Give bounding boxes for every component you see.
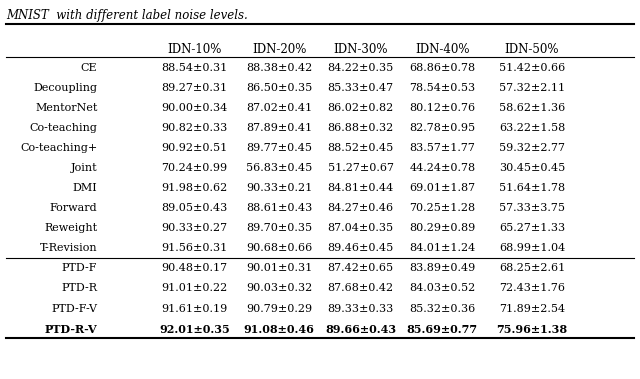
Text: Co-teaching: Co-teaching	[29, 123, 97, 133]
Text: 91.01±0.22: 91.01±0.22	[161, 283, 228, 293]
Text: 88.38±0.42: 88.38±0.42	[246, 63, 312, 73]
Text: 71.89±2.54: 71.89±2.54	[499, 304, 565, 313]
Text: 59.32±2.77: 59.32±2.77	[499, 143, 565, 153]
Text: 90.68±0.66: 90.68±0.66	[246, 243, 312, 253]
Text: 90.48±0.17: 90.48±0.17	[161, 263, 228, 273]
Text: 89.70±0.35: 89.70±0.35	[246, 223, 312, 233]
Text: 91.61±0.19: 91.61±0.19	[161, 304, 228, 313]
Text: 92.01±0.35: 92.01±0.35	[159, 324, 230, 335]
Text: 89.33±0.33: 89.33±0.33	[328, 304, 394, 313]
Text: 88.54±0.31: 88.54±0.31	[161, 63, 228, 73]
Text: 89.05±0.43: 89.05±0.43	[161, 203, 228, 213]
Text: 83.57±1.77: 83.57±1.77	[410, 143, 476, 153]
Text: 84.01±1.24: 84.01±1.24	[409, 243, 476, 253]
Text: 68.86±0.78: 68.86±0.78	[409, 63, 476, 73]
Text: 90.33±0.21: 90.33±0.21	[246, 183, 312, 193]
Text: 30.45±0.45: 30.45±0.45	[499, 163, 565, 173]
Text: T-Revision: T-Revision	[40, 243, 97, 253]
Text: 91.56±0.31: 91.56±0.31	[161, 243, 228, 253]
Text: IDN-10%: IDN-10%	[168, 43, 221, 56]
Text: 85.69±0.77: 85.69±0.77	[407, 324, 478, 335]
Text: 87.04±0.35: 87.04±0.35	[328, 223, 394, 233]
Text: 89.66±0.43: 89.66±0.43	[325, 324, 396, 335]
Text: 51.42±0.66: 51.42±0.66	[499, 63, 565, 73]
Text: Forward: Forward	[50, 203, 97, 213]
Text: 56.83±0.45: 56.83±0.45	[246, 163, 312, 173]
Text: 51.27±0.67: 51.27±0.67	[328, 163, 394, 173]
Text: 75.96±1.38: 75.96±1.38	[497, 324, 568, 335]
Text: IDN-40%: IDN-40%	[415, 43, 470, 56]
Text: 65.27±1.33: 65.27±1.33	[499, 223, 565, 233]
Text: 70.25±1.28: 70.25±1.28	[409, 203, 476, 213]
Text: 83.89±0.49: 83.89±0.49	[409, 263, 476, 273]
Text: 84.81±0.44: 84.81±0.44	[328, 183, 394, 193]
Text: 86.88±0.32: 86.88±0.32	[328, 123, 394, 133]
Text: 84.22±0.35: 84.22±0.35	[328, 63, 394, 73]
Text: 90.82±0.33: 90.82±0.33	[161, 123, 228, 133]
Text: DMI: DMI	[72, 183, 97, 193]
Text: 80.29±0.89: 80.29±0.89	[409, 223, 476, 233]
Text: 90.79±0.29: 90.79±0.29	[246, 304, 312, 313]
Text: 86.02±0.82: 86.02±0.82	[328, 103, 394, 113]
Text: 69.01±1.87: 69.01±1.87	[409, 183, 476, 193]
Text: 44.24±0.78: 44.24±0.78	[409, 163, 476, 173]
Text: PTD-F: PTD-F	[62, 263, 97, 273]
Text: 86.50±0.35: 86.50±0.35	[246, 83, 312, 93]
Text: CE: CE	[81, 63, 97, 73]
Text: 90.00±0.34: 90.00±0.34	[161, 103, 228, 113]
Text: 57.32±2.11: 57.32±2.11	[499, 83, 565, 93]
Text: 88.52±0.45: 88.52±0.45	[328, 143, 394, 153]
Text: 84.27±0.46: 84.27±0.46	[328, 203, 394, 213]
Text: MNIST  with different label noise levels.: MNIST with different label noise levels.	[6, 9, 248, 22]
Text: 89.27±0.31: 89.27±0.31	[161, 83, 228, 93]
Text: 87.42±0.65: 87.42±0.65	[328, 263, 394, 273]
Text: 90.01±0.31: 90.01±0.31	[246, 263, 312, 273]
Text: 80.12±0.76: 80.12±0.76	[409, 103, 476, 113]
Text: 84.03±0.52: 84.03±0.52	[409, 283, 476, 293]
Text: IDN-50%: IDN-50%	[505, 43, 559, 56]
Text: PTD-R: PTD-R	[61, 283, 97, 293]
Text: 85.32±0.36: 85.32±0.36	[409, 304, 476, 313]
Text: 58.62±1.36: 58.62±1.36	[499, 103, 565, 113]
Text: 87.68±0.42: 87.68±0.42	[328, 283, 394, 293]
Text: PTD-F-V: PTD-F-V	[51, 304, 97, 313]
Text: 70.24±0.99: 70.24±0.99	[161, 163, 228, 173]
Text: Joint: Joint	[70, 163, 97, 173]
Text: 90.03±0.32: 90.03±0.32	[246, 283, 312, 293]
Text: Co-teaching+: Co-teaching+	[20, 143, 97, 153]
Text: 57.33±3.75: 57.33±3.75	[499, 203, 565, 213]
Text: 72.43±1.76: 72.43±1.76	[499, 283, 565, 293]
Text: Reweight: Reweight	[44, 223, 97, 233]
Text: 89.46±0.45: 89.46±0.45	[328, 243, 394, 253]
Text: 63.22±1.58: 63.22±1.58	[499, 123, 565, 133]
Text: 90.33±0.27: 90.33±0.27	[161, 223, 228, 233]
Text: IDN-20%: IDN-20%	[252, 43, 307, 56]
Text: 78.54±0.53: 78.54±0.53	[409, 83, 476, 93]
Text: Decoupling: Decoupling	[33, 83, 97, 93]
Text: 90.92±0.51: 90.92±0.51	[161, 143, 228, 153]
Text: 82.78±0.95: 82.78±0.95	[409, 123, 476, 133]
Text: 68.99±1.04: 68.99±1.04	[499, 243, 565, 253]
Text: 89.77±0.45: 89.77±0.45	[246, 143, 312, 153]
Text: 88.61±0.43: 88.61±0.43	[246, 203, 312, 213]
Text: IDN-30%: IDN-30%	[333, 43, 388, 56]
Text: 87.89±0.41: 87.89±0.41	[246, 123, 312, 133]
Text: MentorNet: MentorNet	[35, 103, 97, 113]
Text: 68.25±2.61: 68.25±2.61	[499, 263, 565, 273]
Text: PTD-R-V: PTD-R-V	[45, 324, 97, 335]
Text: 91.08±0.46: 91.08±0.46	[244, 324, 315, 335]
Text: 87.02±0.41: 87.02±0.41	[246, 103, 312, 113]
Text: 91.98±0.62: 91.98±0.62	[161, 183, 228, 193]
Text: 51.64±1.78: 51.64±1.78	[499, 183, 565, 193]
Text: 85.33±0.47: 85.33±0.47	[328, 83, 394, 93]
